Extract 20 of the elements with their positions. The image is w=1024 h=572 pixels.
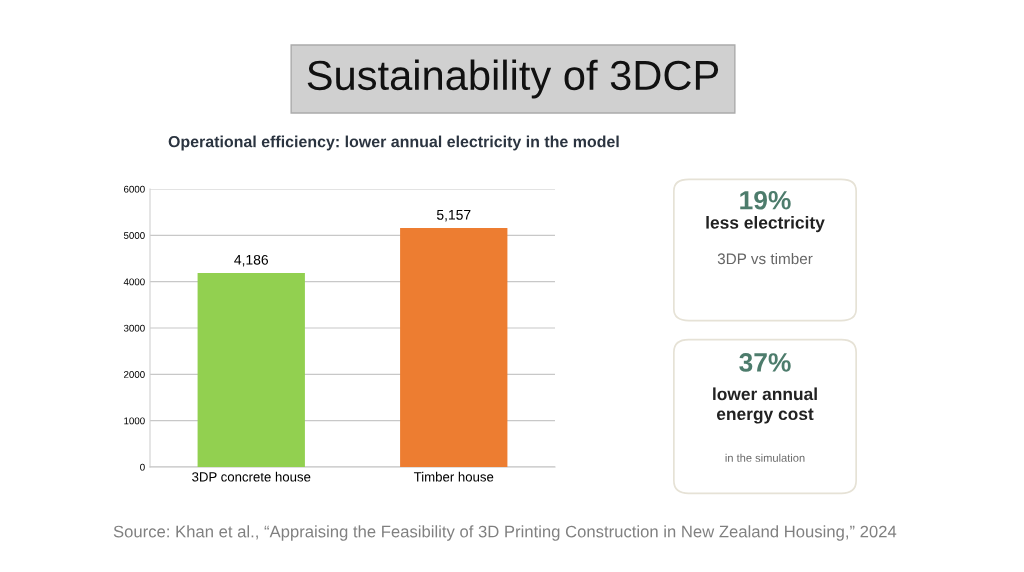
y-tick-label: 6000	[124, 185, 145, 193]
y-tick-label: 5000	[123, 232, 145, 239]
y-tick-label: 4000	[123, 278, 145, 286]
y-tick-label: 0	[140, 463, 145, 471]
y-tick-label: 2000	[124, 371, 145, 378]
text: less electricity	[706, 215, 825, 233]
text: lower annual energy cost	[713, 387, 817, 424]
chart-subtitle: Operational efficiency: lower annual electricity in the model	[168, 135, 619, 151]
x-tick-label: 3DP concrete house	[192, 471, 311, 482]
data-label: 4,186	[234, 254, 269, 267]
x-tick-label: Timber house	[413, 471, 494, 482]
text: 37%	[739, 353, 791, 372]
data-label: 5,157	[436, 210, 471, 222]
source-note: Source: Khan et al., “Appraising the Feasibility of 3D Printing Construction in New Zealand Housing,” 2024	[113, 525, 897, 541]
y-tick-label: 3000	[123, 324, 145, 332]
text: 19%	[740, 190, 791, 210]
text: in the simulation	[725, 453, 805, 462]
y-tick-label: 1000	[124, 417, 145, 425]
chart-title: Sustainability of 3DCP	[307, 59, 719, 99]
text: 3DP vs timber	[717, 252, 813, 265]
